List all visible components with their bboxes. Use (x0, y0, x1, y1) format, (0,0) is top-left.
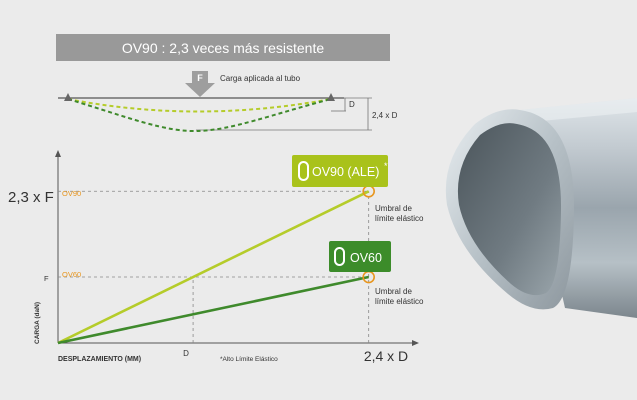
ov90-threshold-label: Umbral de límite elástico (375, 204, 424, 223)
y-big-label: 2,3 x F (8, 189, 54, 206)
ov90-badge-asterisk: * (384, 161, 388, 171)
ov60-threshold-label: Umbral de límite elástico (375, 287, 424, 306)
left-support-icon (64, 93, 72, 101)
ov60-badge-bg (329, 241, 391, 272)
ov90-badge-bg (292, 155, 388, 187)
y-axis-label: CARGA (daN) (34, 302, 41, 344)
ov60-threshold-label-line1: Umbral de (375, 287, 412, 296)
ov90-badge-label: OV90 (ALE) (312, 165, 379, 179)
x-axis-arrow-icon (412, 340, 419, 346)
deflection-diagram: F Carga aplicada al tubo D 2,4 x D (58, 71, 398, 133)
ov90-badge: OV90 (ALE) * (292, 155, 388, 187)
x-tick-d: D (183, 349, 189, 358)
oval-profile-icon (298, 161, 309, 181)
right-support-icon (327, 93, 335, 101)
ov60-threshold-label-line2: límite elástico (375, 297, 424, 306)
ov60-badge: OV60 (329, 241, 391, 272)
load-caption: Carga aplicada al tubo (220, 74, 301, 83)
ov90-deflection-curve (67, 98, 332, 113)
d-label: D (349, 100, 355, 109)
force-arrow-icon (185, 71, 215, 97)
y-tick-ov60: OV60 (62, 270, 81, 279)
y-axis-arrow-icon (55, 150, 61, 157)
x-axis-label: DESPLAZAMIENTO (MM) (58, 356, 141, 363)
ov90-threshold-label-line1: Umbral de (375, 204, 412, 213)
force-label: F (197, 73, 203, 83)
title-text: OV90 : 2,3 veces más resistente (122, 40, 325, 56)
ov60-badge-label: OV60 (350, 251, 382, 265)
oval-profile-icon (334, 247, 345, 266)
tube-opening (457, 123, 562, 296)
ov60-series-line (57, 275, 369, 345)
y-tick-ov90: OV90 (62, 189, 81, 198)
x-big-label: 2,4 x D (364, 348, 408, 364)
ov90-series-line (57, 190, 370, 345)
oval-tube-image (445, 98, 637, 318)
ov90-threshold-label-line2: límite elástico (375, 214, 424, 223)
footnote: *Alto Límite Elástico (220, 356, 278, 363)
tube-highlight (520, 98, 637, 122)
ov60-deflection-curve (67, 98, 332, 133)
title-banner: OV90 : 2,3 veces más resistente (56, 34, 390, 61)
max-deflection-label: 2,4 x D (372, 111, 398, 120)
load-displacement-chart: 2,3 x F OV90 F OV60 D 2,4 x D DESPLAZAMI… (8, 150, 424, 364)
title-banner-bg (56, 34, 390, 61)
y-tick-f: F (44, 274, 49, 283)
